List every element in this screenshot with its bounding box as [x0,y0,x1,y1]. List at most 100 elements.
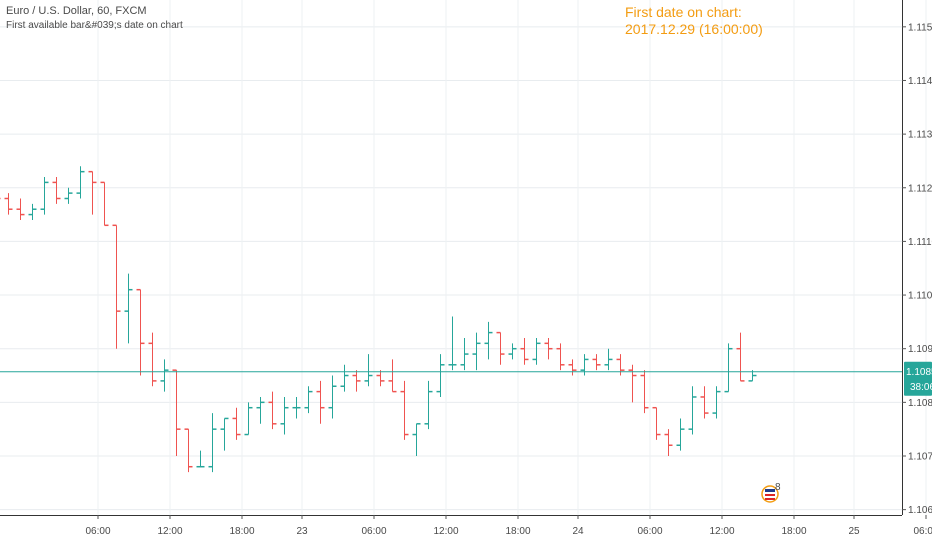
ohlc-bar [76,166,85,199]
ohlc-bar [364,354,373,387]
x-tick-label: 06:00 [85,526,110,537]
x-tick-label: 06:00 [637,526,662,537]
y-tick-label: 1.11100 [908,237,932,248]
ohlc-bar [16,198,25,220]
y-tick-label: 1.11500 [908,22,932,33]
ohlc-bar [640,370,649,414]
y-tick-label: 1.10700 [908,451,932,462]
ohlc-bar [496,331,505,365]
ohlc-bar [424,380,433,430]
ohlc-bar [664,429,673,456]
ohlc-bar [532,337,541,365]
countdown-label: 38:06 [910,382,932,393]
ohlc-bar [520,337,529,365]
current-price-label: 1.10857 [906,367,932,378]
x-tick-label: 12:00 [157,526,182,537]
ohlc-bar [652,406,661,440]
us-flag-icon [765,489,775,500]
ohlc-bar [340,364,349,392]
x-tick-label: 23 [296,526,308,537]
ohlc-bar [52,177,61,204]
ohlc-bar [64,187,73,204]
ohlc-bar [628,364,637,403]
time-axis-labels: 06:00 12:00 18:00 23 06:00 12:00 18:00 24 06:00 1… [85,515,932,537]
ohlc-bar [676,418,685,451]
y-tick-label: 1.10900 [908,344,932,355]
event-marker[interactable]: 8 [761,482,781,503]
annotation-line-1: First date on chart: [625,4,742,20]
ohlc-bar [436,354,445,397]
y-tick-label: 1.11200 [908,183,932,194]
x-tick-label: 12:00 [433,526,458,537]
ohlc-bar [568,359,577,376]
ohlc-bar [580,354,589,376]
ohlc-bar [184,428,193,473]
indicator-name: First available bar&#039;s date on chart [6,20,183,31]
ohlc-bar [100,181,109,227]
ohlc-bar [136,288,145,376]
ohlc-bar [220,417,229,451]
ohlc-bar [304,386,313,414]
ohlc-bars [0,166,757,473]
x-tick-label: 18:00 [505,526,530,537]
y-tick-label: 1.10800 [908,398,932,409]
current-price-badge: 1.10857 38:06 [904,361,932,396]
ohlc-bar [280,396,289,435]
x-tick-label: 25 [848,526,860,537]
ohlc-bar [460,337,469,371]
y-tick-label: 1.10600 [908,505,932,516]
x-tick-label: 24 [572,526,584,537]
ohlc-bar [700,386,709,419]
ohlc-bar [0,197,1,200]
x-tick-label: 18:00 [781,526,806,537]
ohlc-bar [28,203,37,220]
ohlc-bar [88,170,97,215]
ohlc-bar [724,343,733,393]
ohlc-bar [232,407,241,440]
ohlc-bar [196,450,205,468]
ohlc-bar [508,343,517,360]
ohlc-bar [124,273,133,344]
ohlc-bar [292,396,301,419]
chart-grid [0,0,927,515]
y-tick-label: 1.11400 [908,76,932,87]
ohlc-bar [604,348,613,371]
event-count: 8 [775,482,781,493]
ohlc-bar [736,332,745,382]
ohlc-bar [352,370,361,392]
ohlc-bar [148,332,157,387]
ohlc-bar [556,343,565,371]
ohlc-bar [40,177,49,215]
ohlc-bar [592,354,601,371]
ohlc-bar [400,380,409,440]
y-tick-label: 1.11300 [908,130,932,141]
ohlc-bar [268,391,277,430]
ohlc-bar [544,337,553,360]
price-axis-labels: 1.11500 1.11400 1.11300 1.11200 1.11100 1.110… [902,22,932,516]
chart-axes [0,0,903,516]
ohlc-bar [244,402,253,436]
y-tick-label: 1.11000 [908,291,932,302]
x-tick-label: 12:00 [709,526,734,537]
ohlc-bar [484,321,493,360]
ohlc-bar [448,316,457,371]
annotation-line-2: 2017.12.29 (16:00:00) [625,21,763,37]
ohlc-bar [472,332,481,371]
x-tick-label: 18:00 [229,526,254,537]
ohlc-bar [4,193,13,215]
x-tick-label: 06:00 [361,526,386,537]
ohlc-bar [112,224,121,349]
ohlc-bar [688,386,697,435]
ohlc-bar [160,359,169,392]
ohlc-bar [172,369,181,456]
ohlc-bar [412,423,421,456]
chart-title: Euro / U.S. Dollar, 60, FXCM [6,5,147,17]
first-date-annotation: First date on chart: 2017.12.29 (16:00:0… [625,4,763,38]
ohlc-bar [316,380,325,424]
ohlc-bar [376,370,385,387]
ohlc-bar [388,359,397,393]
x-tick-label: 06:00 [913,526,932,537]
ohlc-bar [328,375,337,419]
ohlc-bar [256,396,265,424]
